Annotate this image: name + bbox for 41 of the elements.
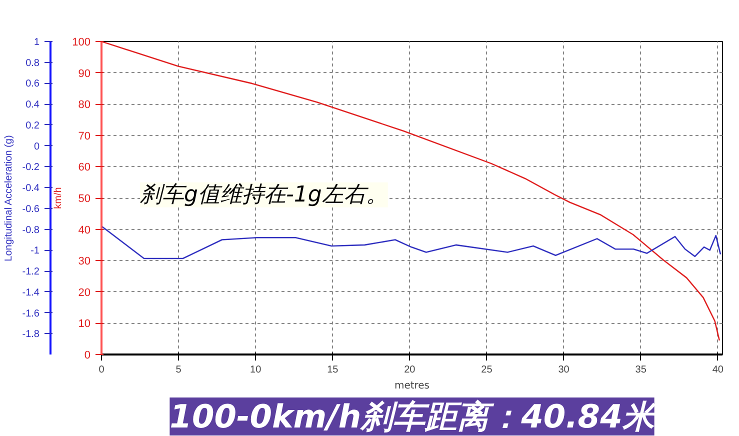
x-axis-title: metres: [394, 380, 430, 392]
y-tick-label: 30: [78, 256, 91, 268]
y2-tick-label: -1.8: [22, 329, 40, 340]
y-tick-label: 0: [84, 350, 91, 362]
y-tick-label: 60: [78, 162, 91, 174]
y2-tick-label: -1.6: [22, 308, 40, 320]
y-tick-label: 20: [78, 286, 91, 299]
y2-tick-label: -0.4: [22, 183, 40, 194]
y-tick-label: 80: [78, 99, 91, 112]
x-tick-label: 30: [558, 364, 570, 376]
y-tick-label: 40: [78, 224, 91, 236]
y2-tick-label: 0: [34, 141, 40, 152]
y2-axis-title: Longitudinal Acceleration (g): [3, 135, 14, 262]
x-tick-label: 10: [250, 364, 262, 376]
line-series: [102, 226, 722, 260]
y-tick-label: 100: [72, 36, 91, 48]
y2-tick-label: 0.2: [26, 120, 40, 132]
y-axis-title: km/h: [53, 187, 64, 209]
y2-tick-label: 0.8: [26, 58, 40, 69]
text: 100-0km/h刹车距离：40.84米: [170, 398, 658, 436]
y-tick-label: 50: [78, 193, 91, 205]
x-tick-label: 0: [98, 364, 105, 376]
x-tick-label: 25: [481, 364, 493, 376]
y-tick-label: 10: [78, 318, 91, 330]
x-tick-label: 40: [712, 364, 724, 376]
y2-tick-label: 0.6: [26, 78, 40, 90]
y2-tick-label: 0.4: [26, 100, 40, 111]
y-tick-label: 90: [78, 68, 91, 80]
y2-tick-label: -0.6: [22, 204, 40, 215]
y2-tick-label: 1: [34, 37, 40, 48]
y-tick-label: 70: [78, 130, 91, 142]
y2-tick-label: -0.8: [22, 224, 40, 236]
y2-tick-label: -1.2: [22, 266, 40, 278]
y2-tick-label: -0.2: [22, 162, 40, 174]
y2-tick-label: -1.4: [22, 287, 40, 298]
x-tick-label: 20: [404, 364, 416, 376]
annotation: 刹车g值维持在-1g左右。: [139, 182, 388, 208]
x-tick-label: 35: [635, 364, 647, 376]
y2-tick-label: -1: [30, 246, 40, 257]
x-tick-label: 5: [176, 364, 182, 376]
x-tick-label: 15: [327, 364, 339, 376]
